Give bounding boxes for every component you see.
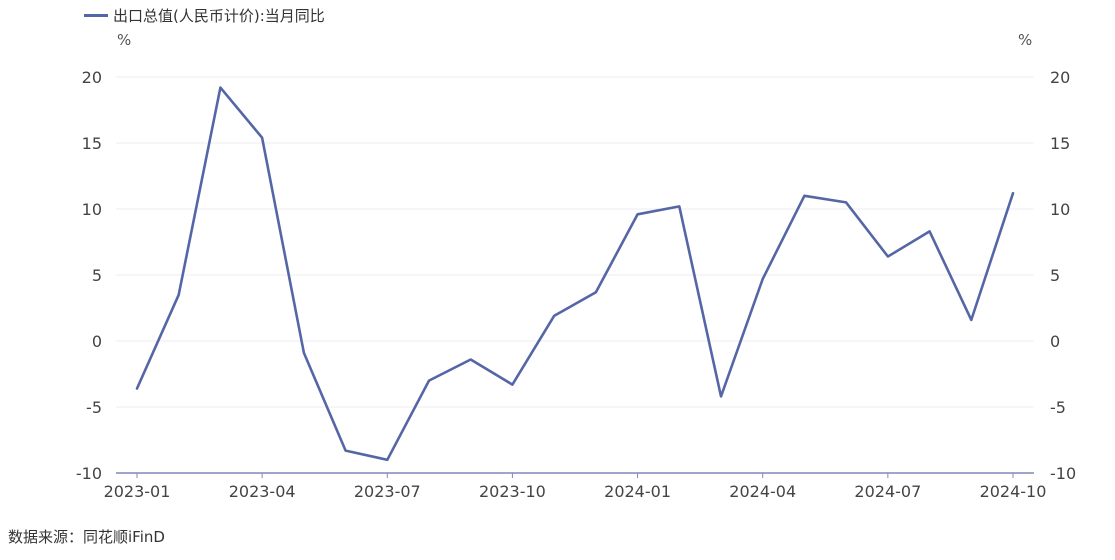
x-tick-label: 2024-04 <box>729 482 796 501</box>
x-tick-label: 2024-01 <box>604 482 671 501</box>
y-tick-label-right: 20 <box>1050 68 1070 87</box>
data-source-note: 数据来源：同花顺iFinD <box>8 528 165 546</box>
series-line <box>135 86 1015 462</box>
x-tick-label: 2024-10 <box>980 482 1047 501</box>
legend-label: 出口总值(人民币计价):当月同比 <box>113 6 325 25</box>
y-tick-label-right: 0 <box>1050 332 1060 351</box>
x-tick-label: 2023-01 <box>104 482 171 501</box>
legend: 出口总值(人民币计价):当月同比 <box>84 3 325 27</box>
right-axis-unit: % <box>1018 31 1033 49</box>
left-axis-unit: % <box>117 31 132 49</box>
x-tick-label: 2023-07 <box>354 482 421 501</box>
left-y-axis-ticks: 20 15 10 5 0 -5 -10 <box>76 68 102 483</box>
y-tick-label-left: -5 <box>86 398 102 417</box>
x-tick-label: 2023-04 <box>229 482 296 501</box>
y-tick-label-left: -10 <box>76 464 102 483</box>
legend-line-swatch <box>84 13 108 17</box>
right-y-axis-ticks: 20 15 10 5 0 -5 -10 <box>1050 68 1076 483</box>
grid-lines <box>116 76 1034 408</box>
y-tick-label-right: 10 <box>1050 200 1070 219</box>
y-tick-label-right: -10 <box>1050 464 1076 483</box>
y-tick-label-right: 15 <box>1050 134 1070 153</box>
y-tick-label-left: 10 <box>82 200 102 219</box>
y-tick-label-left: 20 <box>82 68 102 87</box>
x-axis-ticks: 2023-01 2023-04 2023-07 2023-10 2024-01 2024-… <box>104 473 1047 501</box>
y-tick-label-left: 15 <box>82 134 102 153</box>
y-tick-label-right: 5 <box>1050 266 1060 285</box>
y-tick-label-left: 5 <box>92 266 102 285</box>
y-tick-label-left: 0 <box>92 332 102 351</box>
x-tick-label: 2024-07 <box>854 482 921 501</box>
y-tick-label-right: -5 <box>1050 398 1066 417</box>
x-tick-label: 2023-10 <box>479 482 546 501</box>
